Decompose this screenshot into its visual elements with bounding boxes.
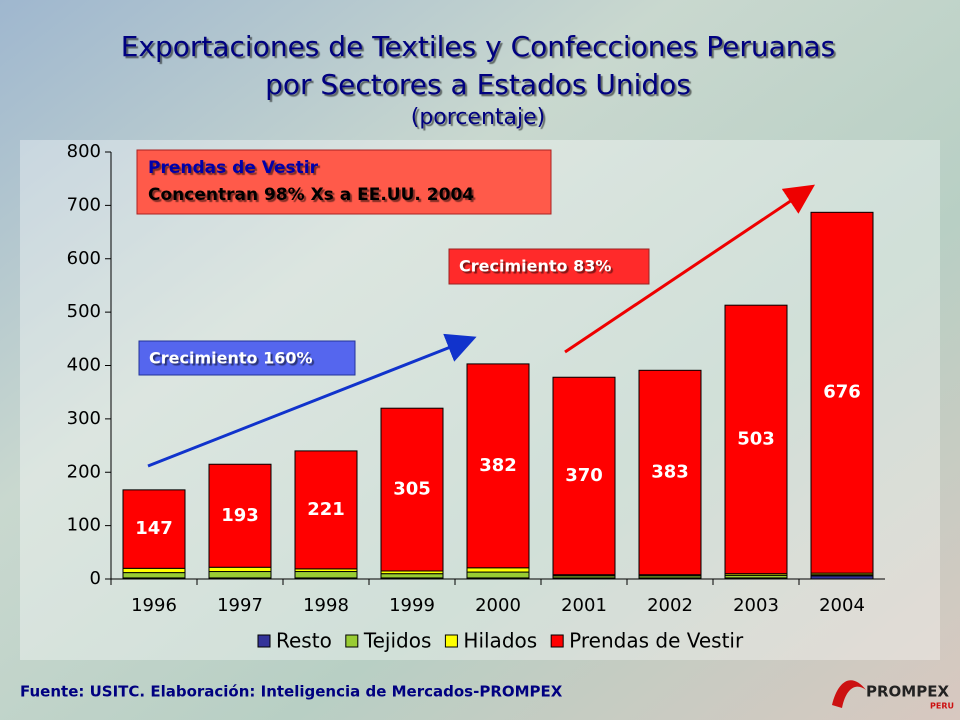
legend-swatch (550, 634, 564, 648)
chart-title: por Sectores a Estados Unidos (265, 68, 691, 101)
legend-label: Tejidos (363, 629, 432, 653)
logo: PERU (930, 702, 954, 711)
bar-segment (208, 463, 272, 568)
x-tick-label: 2001 (561, 595, 607, 616)
annotation-box (136, 149, 552, 215)
y-tick-label: 0 (90, 568, 101, 589)
bar-segment (122, 489, 186, 569)
y-tick-label: 800 (67, 141, 101, 162)
source: Fuente: USITC. Elaboración: Inteligencia… (20, 683, 563, 701)
arrow (147, 333, 477, 468)
y-tick-label: 700 (67, 194, 101, 215)
legend-label: Hilados (463, 629, 537, 653)
chart-title: Exportaciones de Textiles y Confecciones… (121, 30, 836, 63)
bar-segment (466, 363, 530, 569)
legend-swatch (345, 634, 359, 648)
bar-segment (208, 571, 272, 579)
y-tick-label: 400 (67, 355, 101, 376)
data-label: 382 (479, 455, 517, 476)
data-label: 305 (393, 479, 431, 500)
y-tick-label: 200 (67, 461, 101, 482)
data-label: 503 (737, 428, 775, 449)
bar-segment (638, 369, 702, 576)
y-tick-label: 500 (67, 301, 101, 322)
x-tick-label: 2000 (475, 595, 521, 616)
y-tick-label: 100 (67, 515, 101, 536)
bar-segment (466, 571, 530, 579)
bar-segment (294, 571, 358, 579)
bar-segment (466, 567, 530, 573)
annotation: Prendas de Vestir (148, 158, 319, 178)
annotation: Concentran 98% Xs a EE.UU. 2004 (148, 185, 474, 205)
x-tick-label: 1999 (389, 595, 435, 616)
legend-swatch (444, 634, 458, 648)
bar-segment (294, 450, 358, 570)
annotation-box (138, 340, 356, 376)
y-tick-label: 600 (67, 248, 101, 269)
x-tick-label: 1996 (131, 595, 177, 616)
bar-segment (552, 376, 616, 576)
logo: PROMPEX (866, 683, 949, 701)
data-label: 370 (565, 465, 603, 486)
data-label: 147 (135, 518, 173, 539)
x-tick-label: 2002 (647, 595, 693, 616)
logo-mark (832, 680, 866, 708)
x-tick-label: 2003 (733, 595, 779, 616)
x-tick-label: 1997 (217, 595, 263, 616)
bar-segment (122, 567, 186, 574)
y-tick-label: 300 (67, 408, 101, 429)
legend-label: Resto (276, 629, 332, 653)
data-label: 221 (307, 499, 345, 520)
plot: 0 100 200 300 400 500 600 700 800 1996 147 1997 193 1… (67, 141, 885, 616)
annotation-box (448, 248, 650, 285)
legend: Resto Tejidos Hilados Prendas de Vestir (257, 629, 744, 653)
annotation: Crecimiento 160% (149, 349, 313, 368)
bar-segment (724, 304, 788, 575)
bar-segment (810, 211, 874, 574)
chart-subtitle: (porcentaje) (411, 105, 545, 130)
arrow (564, 184, 815, 354)
data-label: 193 (221, 505, 259, 526)
bar-segment (208, 566, 272, 573)
bar-segment (380, 407, 444, 572)
x-tick-label: 2004 (819, 595, 865, 616)
bar-segment (380, 573, 444, 579)
bar-segment (122, 572, 186, 579)
legend-swatch (257, 634, 271, 648)
legend-label: Prendas de Vestir (569, 629, 744, 653)
data-label: 676 (823, 382, 861, 403)
data-label: 383 (651, 462, 689, 483)
x-tick-label: 1998 (303, 595, 349, 616)
annotation: Crecimiento 83% (459, 257, 611, 276)
